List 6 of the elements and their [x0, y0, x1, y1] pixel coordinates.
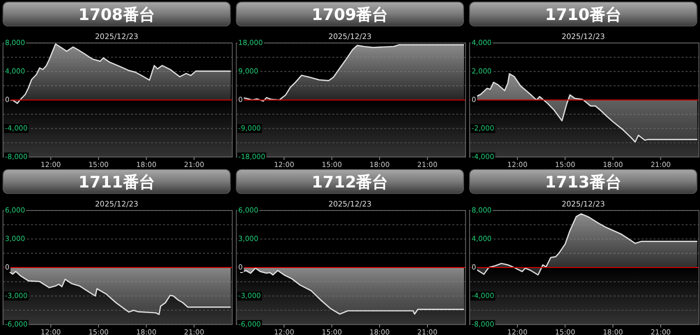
chart-title: 1709番台	[312, 5, 388, 24]
chart-title: 1712番台	[312, 172, 388, 192]
chart-title: 1713番台	[544, 172, 622, 192]
chart-title: 1711番台	[78, 172, 155, 192]
chart-title: 1708番台	[78, 5, 155, 24]
chart-title: 1710番台	[544, 5, 622, 24]
